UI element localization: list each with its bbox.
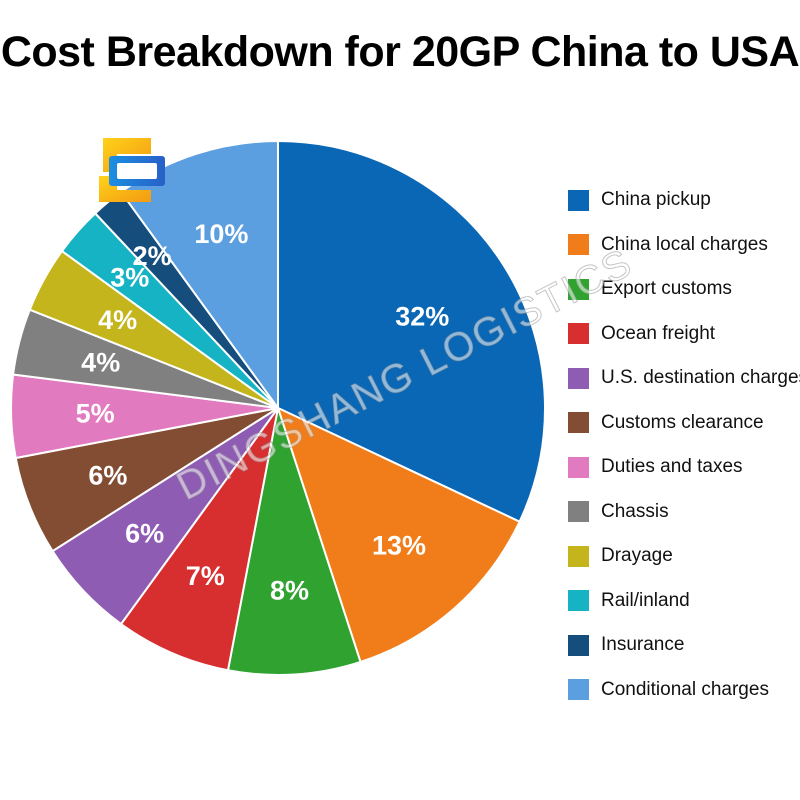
slice-label-11: 10% — [194, 219, 248, 249]
legend-item: Customs clearance — [568, 401, 800, 446]
legend-swatch — [568, 278, 589, 300]
legend-item: Duties and taxes — [568, 445, 800, 490]
legend: China pickup China local charges Export cu… — [568, 178, 800, 712]
legend-label: Export customs — [601, 278, 732, 300]
pie-labels: 32% 13% 8% 7% 6% 6% 5% 4% 4% 3%2% 10% — [76, 219, 450, 606]
legend-label: China pickup — [601, 189, 711, 211]
legend-item: China local charges — [568, 223, 800, 268]
legend-swatch — [568, 545, 589, 567]
legend-swatch — [568, 367, 589, 389]
slice-label-10: 2% — [133, 241, 172, 271]
slice-label-1: 13% — [372, 530, 426, 560]
legend-item: U.S. destination charges — [568, 356, 800, 401]
legend-label: Customs clearance — [601, 411, 764, 433]
legend-swatch — [568, 456, 589, 478]
slice-label-6: 5% — [76, 399, 115, 429]
pie-slice-3 — [119, 407, 279, 672]
legend-swatch — [568, 590, 589, 612]
slice-label-7: 4% — [81, 348, 120, 378]
slice-label-4: 6% — [125, 518, 164, 548]
legend-label: Duties and taxes — [601, 456, 743, 478]
slice-label-8: 4% — [98, 305, 137, 335]
chart-title: Cost Breakdown for 20GP China to USA — [0, 28, 800, 76]
legend-swatch — [568, 323, 589, 345]
slice-label-9: 3% — [110, 262, 149, 292]
legend-label: Rail/inland — [601, 589, 690, 611]
legend-swatch — [568, 679, 589, 701]
legend-label: China local charges — [601, 233, 768, 255]
legend-label: Chassis — [601, 500, 669, 522]
legend-item: Conditional charges — [568, 668, 800, 713]
legend-item: Drayage — [568, 534, 800, 579]
pie-slice-1 — [276, 406, 521, 664]
pie-slice-2 — [226, 407, 362, 676]
legend-label: Ocean freight — [601, 322, 716, 344]
pie-slice-0 — [277, 139, 546, 524]
legend-label: Conditional charges — [601, 678, 769, 700]
slice-label-0: 32% — [395, 301, 449, 331]
legend-item: Ocean freight — [568, 312, 800, 357]
legend-item: Insurance — [568, 623, 800, 668]
legend-swatch — [568, 234, 589, 256]
legend-swatch — [568, 501, 589, 523]
legend-item: China pickup — [568, 178, 800, 223]
legend-item: Rail/inland — [568, 579, 800, 624]
slice-label-5: 6% — [88, 460, 127, 490]
legend-label: Insurance — [601, 634, 685, 656]
legend-swatch — [568, 189, 589, 211]
legend-item: Chassis — [568, 490, 800, 535]
slice-label-2: 8% — [270, 576, 309, 606]
pie-slices — [10, 139, 546, 676]
legend-label: U.S. destination charges — [601, 367, 800, 389]
legend-swatch — [568, 634, 589, 656]
slice-label-3: 7% — [186, 561, 225, 591]
legend-swatch — [568, 412, 589, 434]
legend-item: Export customs — [568, 267, 800, 312]
dingshang-logo-icon — [95, 132, 167, 210]
legend-label: Drayage — [601, 545, 673, 567]
